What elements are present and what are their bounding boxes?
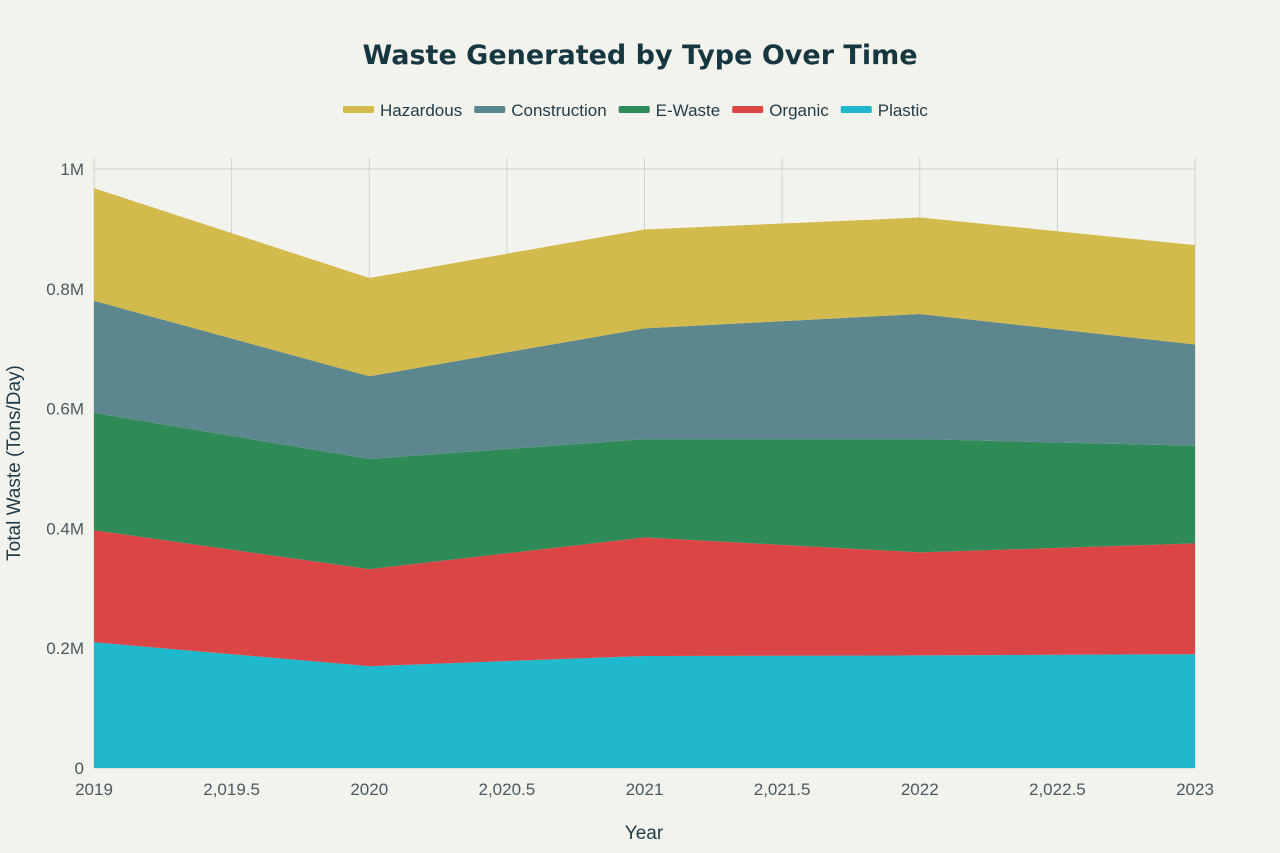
legend-label-hazardous: Hazardous bbox=[380, 101, 462, 120]
x-tick-label: 2,022.5 bbox=[1029, 780, 1086, 799]
x-tick-label: 2022 bbox=[901, 780, 939, 799]
x-tick-label: 2019 bbox=[75, 780, 113, 799]
y-tick-label: 0.6M bbox=[46, 400, 84, 419]
legend-swatch-organic bbox=[732, 106, 764, 113]
legend-swatch-e-waste bbox=[618, 106, 650, 113]
x-tick-label: 2,019.5 bbox=[203, 780, 260, 799]
y-tick-label: 0.4M bbox=[46, 519, 84, 538]
legend-swatch-construction bbox=[474, 106, 506, 113]
x-tick-label: 2021 bbox=[626, 780, 664, 799]
chart-title: Waste Generated by Type Over Time bbox=[362, 40, 917, 71]
area-construction bbox=[94, 300, 1195, 459]
legend: Hazardous Construction E-Waste Organic Plast… bbox=[343, 101, 928, 120]
area-hazardous bbox=[94, 188, 1195, 377]
legend-label-plastic: Plastic bbox=[878, 101, 929, 120]
y-axis-title: Total Waste (Tons/Day) bbox=[4, 365, 25, 561]
area-organic bbox=[94, 530, 1195, 667]
legend-label-organic: Organic bbox=[769, 101, 829, 120]
x-tick-label: 2,021.5 bbox=[754, 780, 811, 799]
area-plastic bbox=[94, 642, 1195, 768]
y-tick-label: 0.8M bbox=[46, 280, 84, 299]
x-axis-ticks: 2019 2,019.5 2020 2,020.5 2021 2,021.5 2022 2,0… bbox=[75, 780, 1214, 799]
x-axis-title: Year bbox=[625, 823, 664, 844]
legend-swatch-plastic bbox=[840, 106, 872, 113]
plot-areas bbox=[94, 188, 1195, 768]
x-tick-label: 2020 bbox=[350, 780, 388, 799]
legend-swatch-hazardous bbox=[343, 106, 374, 113]
y-axis-ticks: 0 0.2M 0.4M 0.6M 0.8M 1M bbox=[46, 160, 84, 778]
legend-label-e-waste: E-Waste bbox=[656, 101, 721, 120]
area-e-waste bbox=[94, 412, 1195, 570]
x-tick-label: 2023 bbox=[1176, 780, 1214, 799]
y-tick-label: 1M bbox=[60, 160, 84, 179]
x-tick-label: 2,020.5 bbox=[479, 780, 536, 799]
y-tick-label: 0.2M bbox=[46, 639, 84, 658]
legend-label-construction: Construction bbox=[511, 101, 606, 120]
y-tick-label: 0 bbox=[75, 759, 84, 778]
